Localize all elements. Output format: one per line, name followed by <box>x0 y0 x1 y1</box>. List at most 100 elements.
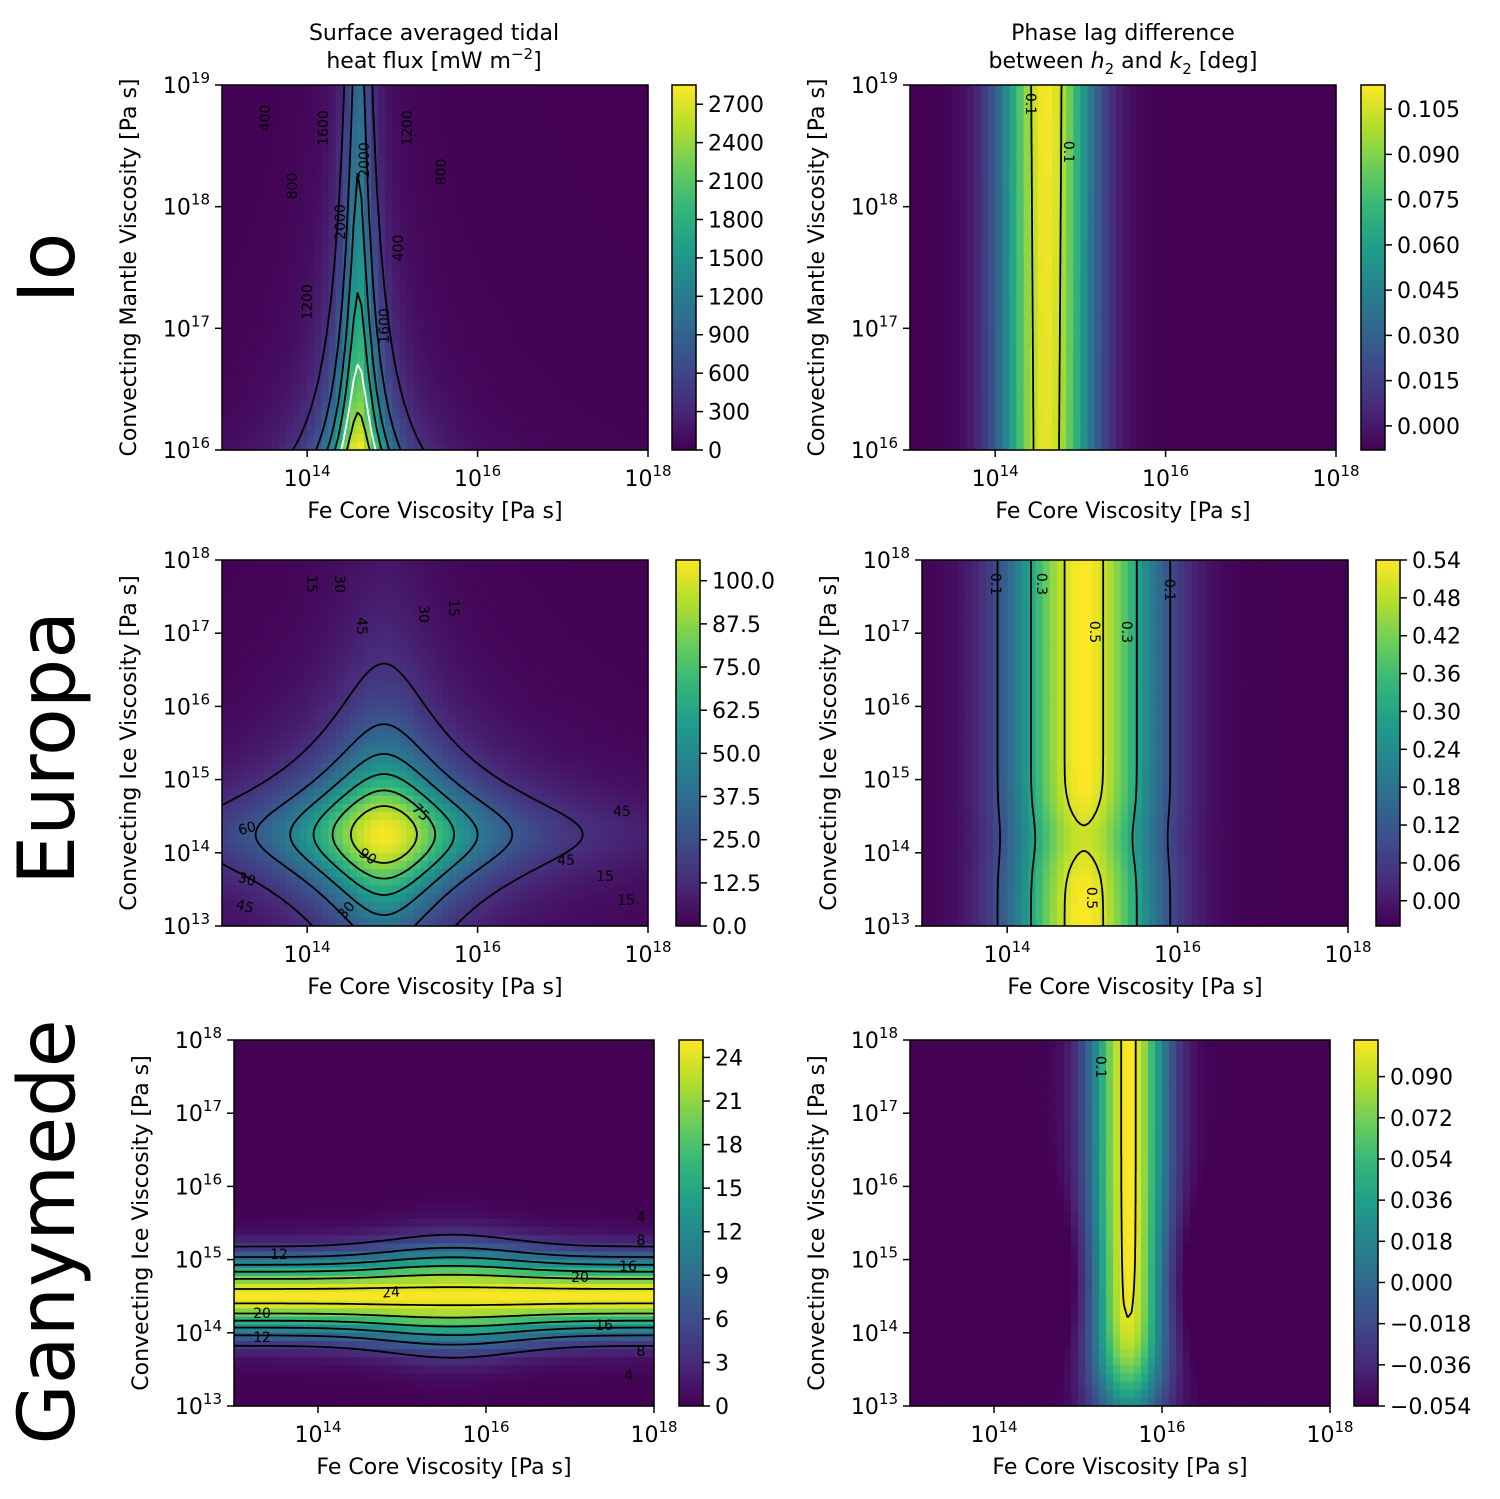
heatmap-cell <box>931 377 939 386</box>
heatmap-cell <box>513 222 521 232</box>
heatmap-cell <box>328 149 337 159</box>
heatmap-cell <box>633 239 642 248</box>
heatmap-cell <box>406 409 415 419</box>
heatmap-cell <box>541 190 550 200</box>
heatmap-cell <box>307 133 315 143</box>
heatmap-cell <box>1087 409 1096 419</box>
heatmap-cell <box>1186 141 1195 151</box>
heatmap-cell <box>640 271 649 281</box>
heatmap-cell <box>1087 166 1096 175</box>
heatmap-cell <box>399 360 408 370</box>
heatmap-cell <box>619 312 628 321</box>
heatmap-cell <box>1186 328 1195 338</box>
heatmap-cell <box>520 255 528 265</box>
heatmap-cell <box>349 336 358 346</box>
heatmap-cell <box>1151 344 1160 354</box>
heatmap-cell <box>548 255 557 265</box>
heatmap-cell <box>1257 166 1266 175</box>
heatmap-cell <box>491 352 500 362</box>
heatmap-cell <box>569 149 578 159</box>
heatmap-cell <box>406 377 415 386</box>
heatmap-cell <box>1186 93 1195 102</box>
heatmap-cell <box>1037 304 1046 313</box>
heatmap-cell <box>463 93 472 102</box>
heatmap-cell <box>435 304 443 313</box>
heatmap-cell <box>406 433 415 443</box>
heatmap-cell <box>924 214 932 224</box>
heatmap-cell <box>917 125 925 135</box>
heatmap-cell <box>1222 263 1231 273</box>
heatmap-cell <box>271 133 280 143</box>
heatmap-cell <box>1215 360 1223 370</box>
heatmap-cell <box>1243 255 1252 265</box>
heatmap-cell <box>257 441 266 451</box>
heatmap-cell <box>981 320 989 329</box>
heatmap-cell <box>1236 352 1245 362</box>
heatmap-cell <box>1080 101 1089 110</box>
heatmap-cell <box>356 304 365 313</box>
heatmap-cell <box>449 441 457 451</box>
heatmap-cell <box>1172 401 1181 411</box>
heatmap-cell <box>1222 133 1231 143</box>
heatmap-cell <box>257 312 266 321</box>
heatmap-cell <box>491 182 500 192</box>
heatmap-cell <box>1073 263 1081 273</box>
heatmap-cell <box>293 206 301 216</box>
heatmap-cell <box>484 401 493 411</box>
heatmap-cell <box>973 174 982 183</box>
heatmap-cell <box>243 182 251 192</box>
heatmap-cell <box>1144 279 1152 289</box>
heatmap-cell <box>498 401 507 411</box>
heatmap-cell <box>1059 231 1067 240</box>
heatmap-cell <box>1108 141 1117 151</box>
heatmap-cell <box>1080 133 1089 143</box>
heatmap-cell <box>314 304 322 313</box>
heatmap-cell <box>981 231 989 240</box>
heatmap-cell <box>307 166 315 175</box>
heatmap-cell <box>498 198 507 208</box>
heatmap-cell <box>498 182 507 192</box>
heatmap-cell <box>584 117 592 127</box>
heatmap-cell <box>335 417 344 427</box>
heatmap-cell <box>1123 101 1131 110</box>
heatmap-cell <box>1101 279 1110 289</box>
heatmap-cell <box>1052 206 1060 216</box>
heatmap-cell <box>548 271 557 281</box>
heatmap-cell <box>1250 247 1259 256</box>
heatmap-cell <box>264 255 273 265</box>
heatmap-cell <box>506 141 514 151</box>
heatmap-cell <box>605 206 614 216</box>
heatmap-cell <box>456 385 464 394</box>
heatmap-cell <box>456 425 464 435</box>
heatmap-cell <box>1009 287 1018 297</box>
heatmap-cell <box>321 263 330 273</box>
heatmap-cell <box>612 149 621 159</box>
heatmap-cell <box>1101 271 1110 281</box>
heatmap-cell <box>1094 231 1103 240</box>
heatmap-cell <box>1094 149 1103 159</box>
heatmap-cell <box>1229 425 1238 435</box>
heatmap-cell <box>562 158 571 167</box>
heatmap-cell <box>527 239 535 248</box>
heatmap-cell <box>1115 255 1124 265</box>
heatmap-cell <box>1052 117 1060 127</box>
heatmap-cell <box>555 222 564 232</box>
heatmap-cell <box>349 141 358 151</box>
heatmap-cell <box>1009 214 1018 224</box>
heatmap-cell <box>342 158 351 167</box>
row-label-io: Io <box>3 233 93 304</box>
heatmap-cell <box>342 174 351 183</box>
heatmap-cell <box>427 133 436 143</box>
heatmap-cell <box>229 166 237 175</box>
heatmap-cell <box>385 360 393 370</box>
heatmap-cell <box>1243 336 1252 346</box>
heatmap-cell <box>1052 93 1060 102</box>
heatmap-cell <box>966 109 975 119</box>
heatmap-cell <box>513 85 521 94</box>
heatmap-cell <box>1044 174 1053 183</box>
heatmap-cell <box>1066 85 1074 94</box>
heatmap-cell <box>278 133 287 143</box>
heatmap-cell <box>1016 117 1025 127</box>
heatmap-cell <box>229 417 237 427</box>
heatmap-cell <box>470 360 479 370</box>
